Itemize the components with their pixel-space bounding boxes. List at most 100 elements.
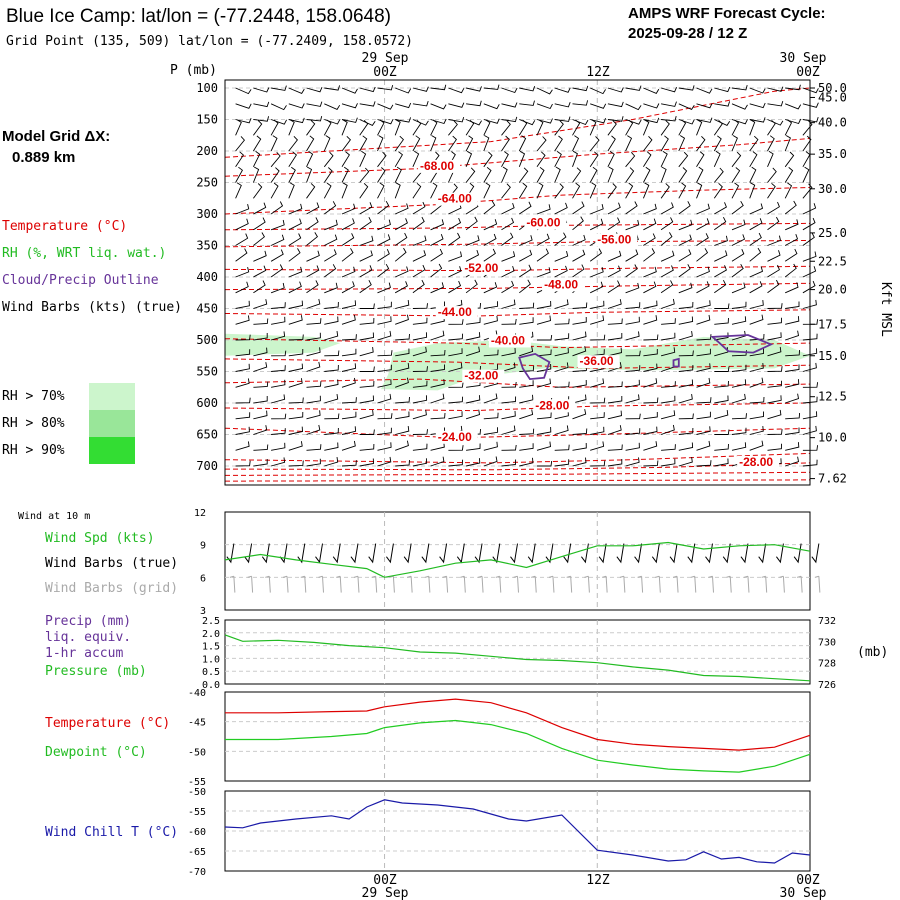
isotherm-line-7 (224, 309, 811, 317)
upper-wind-barb-329 (802, 217, 816, 231)
upper-wind-barb-101 (270, 119, 279, 136)
upper-wind-barb-381 (554, 250, 569, 262)
upper-wind-barb-122 (642, 119, 650, 136)
upper-wind-barb-137 (323, 135, 331, 152)
upper-wind-barb-418 (625, 264, 638, 278)
upper-wind-barb-797 (324, 457, 339, 467)
upper-wind-barb-232 (253, 183, 263, 199)
upper-wind-barb-241 (412, 182, 422, 199)
height-tick-0: 50.0 (818, 81, 847, 95)
chill-ytick-1: -55 (188, 807, 206, 818)
upper-wind-barb-63 (767, 100, 784, 107)
wind-barb-true-32 (793, 543, 802, 564)
height-tick-9: 15.0 (818, 349, 847, 363)
upper-wind-barb-653 (696, 377, 711, 388)
upper-wind-barb-86 (590, 118, 607, 124)
wind-barb-grid-2 (265, 575, 271, 593)
upper-wind-barb-202 (306, 166, 313, 183)
upper-wind-barb-180 (501, 151, 509, 168)
upper-wind-barb-706 (465, 409, 481, 420)
upper-wind-barb-696 (288, 411, 304, 420)
upper-wind-barb-572 (430, 349, 446, 357)
upper-wind-barb-638 (430, 379, 445, 388)
bottom-date-2: 30 Sep (780, 886, 827, 900)
upper-wind-barb-64 (785, 103, 802, 110)
upper-wind-barb-599 (324, 364, 339, 372)
upper-wind-barb-536 (377, 330, 392, 341)
upper-wind-barb-760 (253, 444, 269, 451)
wind-barb-grid-9 (389, 575, 395, 593)
upper-wind-barb-646 (572, 379, 587, 388)
upper-wind-barb-41 (377, 103, 394, 110)
forecast-cycle-label: AMPS WRF Forecast Cycle: (628, 5, 826, 22)
upper-wind-barb-595 (253, 362, 268, 372)
upper-wind-barb-77 (430, 118, 447, 125)
upper-wind-barb-87 (607, 116, 624, 122)
upper-wind-barb-564 (288, 348, 304, 357)
upper-wind-barb-362 (802, 232, 815, 246)
upper-wind-barb-688 (731, 393, 746, 404)
wind-speed-line (224, 541, 811, 578)
upper-wind-barb-140 (377, 135, 384, 152)
legend-liq-equiv: liq. equiv. (45, 630, 131, 645)
isotherm-label-bg-0 (418, 159, 460, 173)
upper-wind-barb-105 (341, 119, 348, 136)
upper-wind-barb-616 (625, 365, 641, 372)
upper-wind-barb-570 (395, 348, 410, 357)
upper-wind-barb-521 (696, 314, 711, 325)
upper-wind-barb-363 (235, 248, 248, 262)
upper-wind-barb-804 (448, 459, 464, 467)
isotherm-label-bg-10 (533, 399, 576, 413)
upper-wind-barb-153 (607, 135, 616, 152)
cloud-outline-1 (710, 334, 774, 354)
upper-wind-barb-514 (572, 316, 587, 325)
upper-wind-barb-216 (554, 166, 561, 183)
upper-wind-barb-687 (714, 395, 729, 404)
upper-wind-barb-453 (660, 280, 674, 294)
upper-wind-barb-802 (412, 458, 428, 467)
upper-wind-barb-551 (643, 334, 659, 341)
upper-wind-barb-745 (572, 428, 588, 435)
upper-wind-barb-26 (696, 87, 713, 94)
upper-wind-barb-809 (537, 460, 553, 467)
upper-wind-barb-729 (288, 426, 303, 435)
upper-wind-barb-44 (430, 103, 447, 110)
upper-wind-barb-695 (271, 413, 287, 420)
upper-wind-barb-52 (572, 100, 589, 106)
upper-wind-barb-224 (696, 166, 704, 183)
upper-wind-barb-790 (785, 442, 800, 451)
upper-wind-barb-138 (341, 135, 351, 152)
upper-wind-barb-348 (554, 232, 567, 246)
wind-ytick-1: 6 (200, 573, 206, 584)
upper-wind-barb-405 (395, 266, 409, 278)
height-tick-10: 12.5 (818, 390, 847, 404)
upper-wind-barb-699 (341, 411, 357, 420)
upper-wind-barb-142 (412, 135, 421, 152)
upper-wind-barb-577 (519, 346, 534, 357)
temp-ytick-3: -55 (188, 777, 206, 788)
upper-wind-barb-310 (465, 216, 478, 231)
upper-wind-barb-134 (270, 135, 278, 152)
upper-wind-barb-327 (767, 216, 780, 231)
height-tick-3: 35.0 (818, 147, 847, 161)
upper-wind-barb-377 (483, 248, 496, 262)
upper-wind-barb-343 (465, 235, 480, 246)
upper-wind-barb-219 (607, 166, 614, 183)
upper-wind-barb-445 (519, 279, 531, 294)
wind-barb-grid-13 (460, 575, 466, 593)
upper-wind-barb-787 (731, 442, 747, 451)
legend-dewpoint: Dewpoint (°C) (45, 745, 147, 760)
upper-wind-barb-384 (607, 250, 622, 262)
height-tick-5: 25.0 (818, 226, 847, 240)
upper-wind-barb-27 (714, 86, 731, 93)
upper-wind-barb-824 (802, 459, 818, 467)
upper-wind-barb-675 (501, 396, 517, 404)
wind-barb-grid-7 (353, 575, 360, 593)
upper-wind-barb-627 (235, 378, 250, 388)
upper-wind-barb-238 (359, 182, 369, 199)
upper-wind-barb-341 (430, 234, 444, 246)
upper-wind-barb-126 (713, 119, 723, 136)
upper-wind-barb-200 (270, 167, 280, 183)
upper-wind-barb-651 (661, 381, 676, 388)
upper-wind-barb-40 (359, 101, 376, 107)
